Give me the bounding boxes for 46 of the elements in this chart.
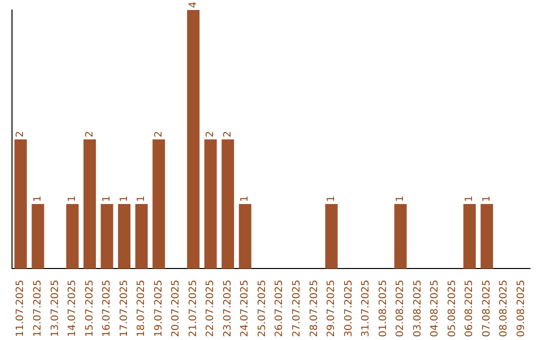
data-label: 2 [153, 130, 164, 138]
data-label: 1 [395, 196, 406, 202]
x-tick-label: 19.07.2025 [153, 280, 164, 338]
data-label: 1 [118, 196, 130, 202]
x-tick-label: 27.07.2025 [291, 280, 302, 338]
data-label: 2 [84, 130, 96, 138]
x-tick-label: 12.07.2025 [32, 280, 44, 338]
data-label: 1 [240, 196, 251, 202]
data-label: 2 [205, 130, 216, 138]
x-tick-label: 11.07.2025 [15, 280, 26, 338]
x-tick-label: 14.07.2025 [67, 280, 78, 338]
x-tick-label: 20.07.2025 [170, 280, 182, 338]
x-tick-label: 06.08.2025 [464, 280, 476, 338]
x-tick-label: 21.07.2025 [188, 280, 199, 338]
x-tick-label: 02.08.2025 [395, 280, 406, 338]
data-label: 2 [15, 130, 26, 138]
data-label: 1 [102, 196, 113, 202]
data-label: 2 [222, 130, 234, 138]
x-tick-label: 24.07.2025 [240, 280, 251, 338]
x-tick-label: 23.07.2025 [222, 280, 234, 338]
x-tick-label: 30.07.2025 [343, 280, 354, 338]
x-tick-label: 09.08.2025 [516, 280, 527, 338]
x-tick-label: 26.07.2025 [274, 280, 286, 338]
x-tick-label: 07.08.2025 [481, 280, 492, 338]
x-tick-label: 28.07.2025 [308, 280, 320, 338]
data-label: 1 [326, 196, 338, 202]
x-tick-label: 17.07.2025 [118, 280, 130, 338]
x-tick-label: 15.07.2025 [84, 280, 96, 338]
data-label: 1 [481, 196, 492, 202]
x-tick-label: 08.08.2025 [498, 280, 510, 338]
x-tick-label: 25.07.2025 [256, 280, 268, 338]
x-tick-label: 16.07.2025 [102, 280, 113, 338]
x-tick-label: 18.07.2025 [136, 280, 148, 338]
x-tick-label: 31.07.2025 [360, 280, 372, 338]
x-tick-label: 05.08.2025 [446, 280, 458, 338]
data-label: 1 [32, 196, 44, 202]
x-tick-label: 04.08.2025 [430, 280, 441, 338]
x-tick-label: 22.07.2025 [205, 280, 216, 338]
x-tick-label: 01.08.2025 [378, 280, 389, 338]
x-tick-label: 03.08.2025 [412, 280, 424, 338]
x-tick-label: 13.07.2025 [50, 280, 61, 338]
data-label: 1 [464, 196, 476, 202]
data-label: 4 [188, 2, 199, 8]
data-label: 1 [136, 196, 148, 202]
data-label: 1 [67, 196, 78, 202]
x-tick-label: 29.07.2025 [326, 280, 338, 338]
